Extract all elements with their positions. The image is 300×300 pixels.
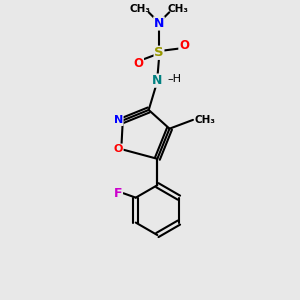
Text: CH₃: CH₃ bbox=[129, 4, 150, 14]
Text: CH₃: CH₃ bbox=[167, 4, 188, 14]
Text: N: N bbox=[152, 74, 163, 87]
Text: O: O bbox=[134, 56, 143, 70]
Text: S: S bbox=[154, 46, 164, 59]
Text: CH₃: CH₃ bbox=[194, 115, 215, 125]
Text: O: O bbox=[179, 39, 189, 52]
Text: N: N bbox=[154, 17, 164, 30]
Text: –H: –H bbox=[168, 74, 182, 84]
Text: O: O bbox=[114, 144, 123, 154]
Text: N: N bbox=[114, 116, 123, 125]
Text: F: F bbox=[114, 187, 122, 200]
